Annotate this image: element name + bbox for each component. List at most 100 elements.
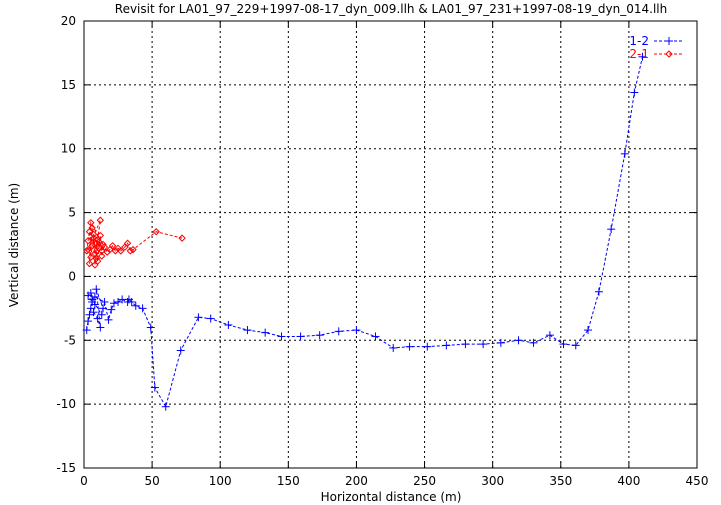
data-point (84, 236, 92, 245)
x-tick-label: 250 (413, 474, 436, 488)
data-point (277, 332, 286, 341)
plot-frame (83, 20, 698, 469)
data-point (206, 314, 215, 323)
data-point (93, 235, 102, 244)
data-point (118, 295, 127, 304)
data-point (85, 310, 94, 319)
y-tick-label: 5 (68, 206, 76, 220)
data-point (607, 225, 616, 234)
data-point (630, 88, 639, 97)
series-line (86, 56, 643, 409)
data-point (86, 289, 95, 298)
y-tick-label: 0 (68, 269, 76, 283)
data-point (96, 216, 105, 224)
data-point (261, 328, 270, 337)
data-point (194, 313, 203, 322)
legend-label: 1-2 (629, 34, 649, 48)
data-point (127, 297, 136, 306)
x-tick-label: 50 (144, 474, 159, 488)
data-point (176, 346, 185, 355)
data-point (594, 287, 603, 296)
data-point (479, 340, 488, 349)
data-point (129, 245, 137, 254)
data-point (584, 326, 593, 335)
grid (84, 21, 697, 468)
series-1-2 (82, 52, 647, 411)
data-point (99, 304, 108, 313)
data-point (85, 259, 94, 268)
y-tick-label: -5 (64, 333, 76, 347)
data-point (545, 331, 554, 340)
y-axis-label: Vertical distance (m) (7, 183, 21, 307)
data-point (90, 300, 99, 309)
data-point (109, 299, 118, 308)
data-point (89, 230, 98, 238)
y-tick-label: 20 (61, 14, 76, 28)
legend-marker (665, 50, 673, 58)
data-point (114, 297, 123, 306)
chart-title: Revisit for LA01_97_229+1997-08-17_dyn_0… (115, 2, 667, 16)
data-point (103, 248, 111, 256)
x-tick-label: 200 (345, 474, 368, 488)
data-point (92, 285, 101, 294)
data-point (514, 336, 523, 345)
data-point (131, 301, 140, 310)
data-point (224, 320, 233, 329)
data-point (89, 308, 98, 317)
data-point (146, 323, 155, 332)
series-2-1 (83, 216, 186, 269)
data-point (93, 314, 102, 323)
data-point (100, 243, 109, 251)
legend: 1-22-1 (629, 34, 684, 61)
data-point (571, 341, 580, 350)
data-point (442, 341, 451, 350)
x-tick-label: 400 (617, 474, 640, 488)
x-tick-label: 0 (80, 474, 88, 488)
data-point (88, 224, 96, 232)
data-point (405, 342, 414, 351)
data-point (371, 332, 380, 341)
data-point (123, 239, 132, 247)
data-point (243, 326, 252, 335)
data-point (107, 305, 116, 314)
data-point (461, 340, 470, 349)
data-point (104, 315, 113, 324)
data-point (92, 254, 100, 263)
data-point (117, 247, 125, 255)
y-tick-label: 10 (61, 142, 76, 156)
x-tick-label: 150 (277, 474, 300, 488)
data-point (98, 252, 106, 260)
data-point (638, 52, 647, 61)
data-point (90, 292, 99, 301)
data-point (352, 326, 361, 335)
data-point (91, 261, 99, 269)
y-tick-label: 15 (61, 78, 76, 92)
x-tick-label: 300 (481, 474, 504, 488)
axes: 0 50 100 150 200 250 300 350 400 450 -15 -10 -5 0 5 10 1… (56, 14, 708, 488)
data-point (315, 331, 324, 340)
y-tick-label: -15 (56, 461, 76, 475)
x-tick-label: 100 (209, 474, 232, 488)
data-point (82, 326, 91, 335)
series-layer (82, 52, 647, 411)
legend-marker (665, 37, 673, 45)
data-point (334, 327, 343, 336)
data-point (152, 228, 160, 236)
x-tick-label: 350 (549, 474, 572, 488)
data-point (87, 253, 95, 261)
data-point (95, 238, 103, 246)
data-point (423, 342, 432, 351)
data-point (84, 245, 92, 254)
x-tick-label: 450 (686, 474, 709, 488)
data-point (126, 247, 135, 255)
data-point (138, 304, 147, 313)
data-point (150, 383, 159, 392)
data-point (296, 332, 305, 341)
data-point (161, 402, 170, 411)
y-tick-label: -10 (56, 397, 76, 411)
x-axis-label: Horizontal distance (m) (321, 490, 462, 504)
data-point (529, 338, 538, 347)
data-point (100, 297, 109, 306)
data-point (178, 234, 186, 242)
